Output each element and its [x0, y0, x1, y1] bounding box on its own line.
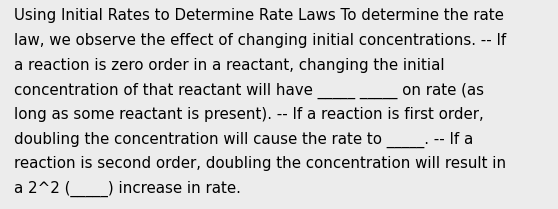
- Text: law, we observe the effect of changing initial concentrations. -- If: law, we observe the effect of changing i…: [14, 33, 506, 48]
- Text: reaction is second order, doubling the concentration will result in: reaction is second order, doubling the c…: [14, 156, 506, 171]
- Text: a reaction is zero order in a reactant, changing the initial: a reaction is zero order in a reactant, …: [14, 58, 445, 73]
- Text: a 2^2 (_____) increase in rate.: a 2^2 (_____) increase in rate.: [14, 181, 241, 197]
- Text: long as some reactant is present). -- If a reaction is first order,: long as some reactant is present). -- If…: [14, 107, 484, 122]
- Text: Using Initial Rates to Determine Rate Laws To determine the rate: Using Initial Rates to Determine Rate La…: [14, 8, 504, 23]
- Text: concentration of that reactant will have _____ _____ on rate (as: concentration of that reactant will have…: [14, 82, 484, 99]
- Text: doubling the concentration will cause the rate to _____. -- If a: doubling the concentration will cause th…: [14, 132, 473, 148]
